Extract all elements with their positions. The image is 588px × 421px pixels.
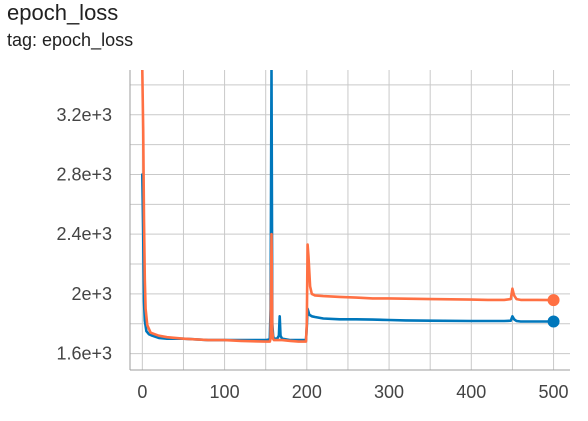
x-tick-label: 400 bbox=[456, 382, 486, 402]
chart-tag: tag: epoch_loss bbox=[7, 30, 134, 50]
y-tick-label: 3.2e+3 bbox=[56, 105, 112, 125]
y-tick-label: 2.8e+3 bbox=[56, 164, 112, 184]
y-tick-label: 2.4e+3 bbox=[56, 224, 112, 244]
series-lines bbox=[141, 70, 555, 343]
y-tick-label: 2e+3 bbox=[71, 284, 112, 304]
x-tick-label: 300 bbox=[374, 382, 404, 402]
x-tick-label: 100 bbox=[210, 382, 240, 402]
x-tick-label: 200 bbox=[292, 382, 322, 402]
axes bbox=[129, 70, 570, 371]
x-tick-label: 500 bbox=[539, 382, 569, 402]
tick-labels: 0 100 200 300 400 500 1.6e+3 2e+3 2.4e+3 2.8e+3 3.… bbox=[56, 105, 568, 402]
x-tick-label: 0 bbox=[137, 382, 147, 402]
series-end-marker-2 bbox=[547, 294, 560, 307]
series-line-2 bbox=[141, 70, 555, 343]
chart-title: epoch_loss bbox=[7, 0, 119, 25]
y-tick-label: 1.6e+3 bbox=[56, 344, 112, 364]
grid bbox=[130, 70, 570, 370]
series-end-markers bbox=[547, 294, 560, 328]
series-end-marker-1 bbox=[547, 315, 560, 328]
